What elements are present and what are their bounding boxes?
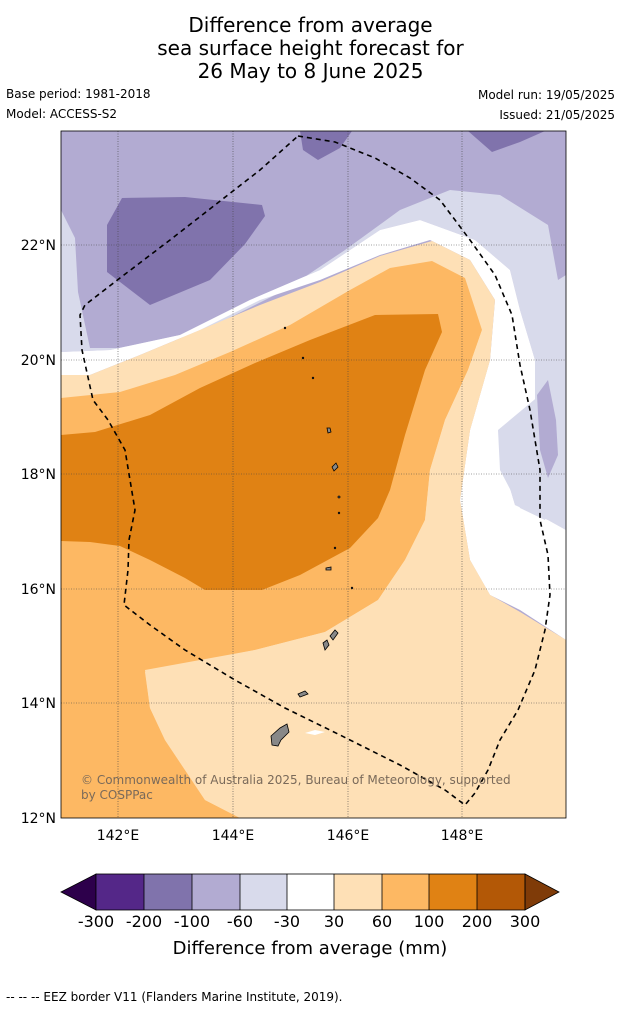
colorbar-tick: -60 <box>227 912 253 931</box>
contour-band-neg30-30 <box>61 220 566 640</box>
colorbar-tick: -300 <box>78 912 114 931</box>
graticule <box>61 131 566 818</box>
colorbar-swatch <box>96 874 144 910</box>
island-sarigan <box>333 546 337 550</box>
lat-label: 14°N <box>21 696 56 712</box>
title-line-2: sea surface height forecast for <box>157 36 464 60</box>
model-run-label: Model run: 19/05/2025 <box>477 88 615 102</box>
lon-label: 146°E <box>327 828 370 844</box>
colorbar-tick: -200 <box>126 912 162 931</box>
lat-label: 20°N <box>21 353 56 369</box>
island-guam <box>270 723 290 747</box>
colorbar-extend-high <box>524 873 560 911</box>
island-saipan <box>329 629 339 641</box>
island-pagan <box>331 462 339 472</box>
lat-label: 18°N <box>21 467 56 483</box>
contour-band-neg100-neg60 <box>537 380 558 478</box>
contour-band-30-60 <box>145 330 566 818</box>
contour-band-neg200-neg100 <box>300 131 352 160</box>
island-alamagan <box>337 495 341 499</box>
islands-layer <box>270 326 354 747</box>
model-label: Model: ACCESS-S2 <box>6 107 118 121</box>
island-farallon <box>283 326 287 330</box>
title-line-1: Difference from average <box>188 13 433 37</box>
lat-label: 16°N <box>21 582 56 598</box>
colorbar-tick: -100 <box>174 912 210 931</box>
colorbar-swatch <box>192 874 240 910</box>
island-guguan <box>337 511 341 515</box>
colorbar-tick: 60 <box>372 912 392 931</box>
contour-band-neg200-neg100 <box>107 197 265 305</box>
lon-label: 148°E <box>441 828 484 844</box>
longitude-labels: 142°E 144°E 146°E 148°E <box>97 828 484 844</box>
lat-label: 22°N <box>21 238 56 254</box>
colorbar-swatch <box>287 874 334 910</box>
white-patch <box>305 730 325 735</box>
colorbar-swatch <box>240 874 287 910</box>
colorbar <box>60 873 560 911</box>
issued-label: Issued: 21/05/2025 <box>499 108 615 122</box>
island-asuncion <box>311 376 315 380</box>
contour-fill-layer <box>61 131 566 818</box>
map-frame <box>60 130 567 819</box>
island-agrihan <box>326 427 332 434</box>
island-anatahan <box>325 566 332 571</box>
contour-band-neg200-neg100 <box>468 131 545 152</box>
colorbar-swatch <box>334 874 382 910</box>
colorbar-swatch <box>477 874 525 910</box>
colorbar-frame <box>95 873 526 911</box>
island-tinian <box>322 639 330 651</box>
chart-title: Difference from average sea surface heig… <box>0 14 621 83</box>
base-period-label: Base period: 1981-2018 <box>6 87 151 101</box>
colorbar-tick: 300 <box>510 912 541 931</box>
lon-label: 142°E <box>97 828 140 844</box>
colorbar-tick: 30 <box>324 912 344 931</box>
colorbar-swatch <box>429 874 477 910</box>
colorbar-tick: 100 <box>414 912 445 931</box>
colorbar-tick: -30 <box>274 912 300 931</box>
copyright-line-1: © Commonwealth of Australia 2025, Bureau… <box>81 773 511 787</box>
lat-label: 12°N <box>21 811 56 827</box>
colorbar-swatch <box>144 874 192 910</box>
colorbar-label: Difference from average (mm) <box>173 938 448 959</box>
eez-footnote: -- -- -- EEZ border V11 (Flanders Marine… <box>6 990 343 1004</box>
contour-band-100-200 <box>61 314 442 590</box>
copyright-line-2: by COSPPac <box>81 788 153 802</box>
colorbar-extend-low <box>60 873 97 911</box>
island-maug <box>301 356 305 360</box>
lon-label: 144°E <box>212 828 255 844</box>
colorbar-tick: 200 <box>462 912 493 931</box>
island-rota <box>297 690 309 698</box>
latitude-labels: 22°N 20°N 18°N 16°N 14°N 12°N <box>21 238 56 827</box>
title-line-3: 26 May to 8 June 2025 <box>197 59 424 83</box>
eez-border-line <box>79 135 551 807</box>
colorbar-tick-labels: -300 -200 -100 -60 -30 30 60 100 200 300 <box>78 912 540 931</box>
island-farallon-de-medinilla <box>350 586 354 590</box>
colorbar-swatch <box>382 874 429 910</box>
